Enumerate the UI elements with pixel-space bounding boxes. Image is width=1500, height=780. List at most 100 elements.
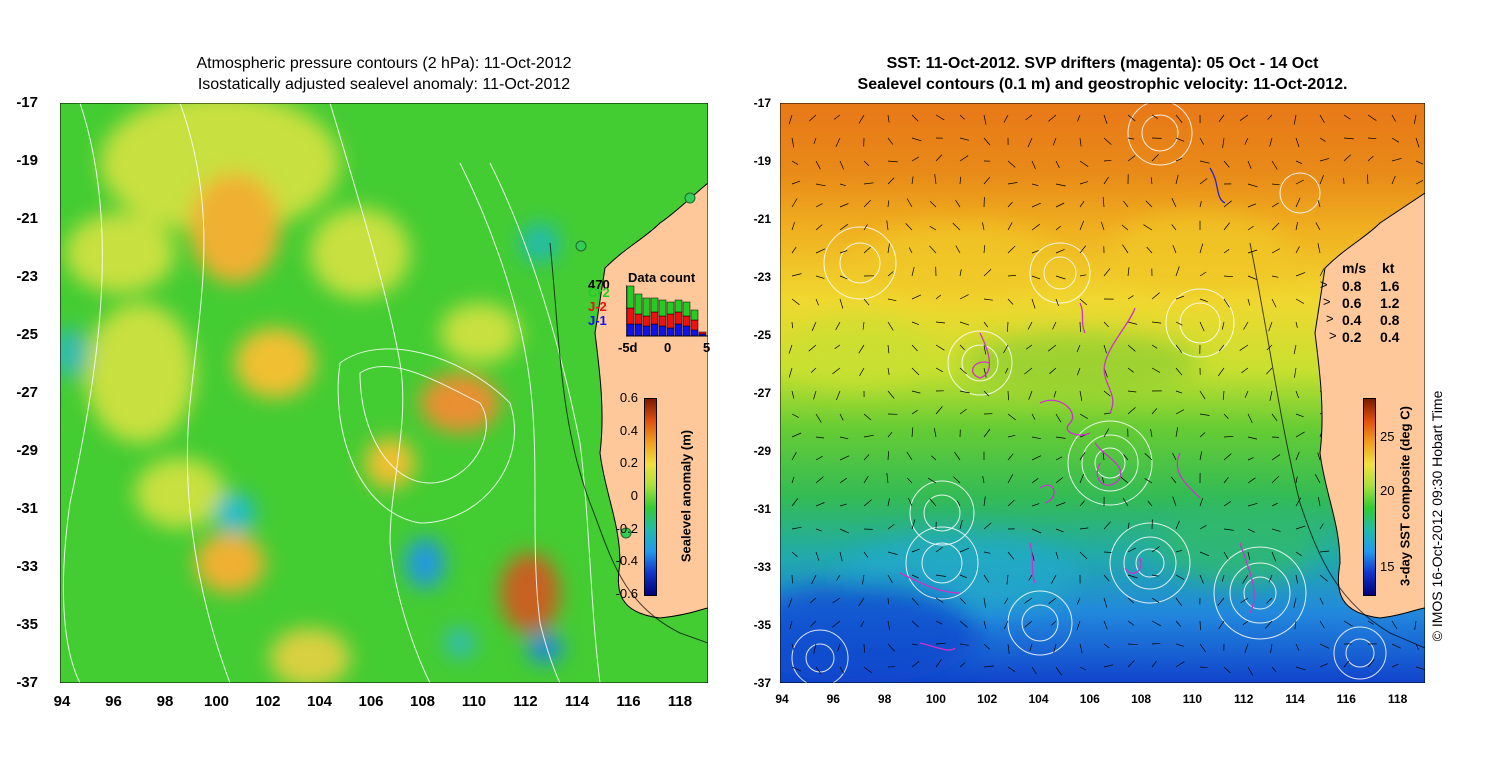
velocity-vector bbox=[839, 298, 844, 309]
velocity-vector bbox=[839, 436, 849, 440]
velocity-vector bbox=[1415, 137, 1420, 148]
velocity-vector bbox=[839, 203, 849, 208]
histogram-tick-minus5d: -5d bbox=[618, 340, 638, 355]
velocity-vector bbox=[1007, 499, 1015, 507]
velocity-vector bbox=[1053, 643, 1057, 653]
velocity-vector bbox=[863, 499, 872, 507]
left-lon-tick: 98 bbox=[156, 693, 174, 710]
histogram-bar bbox=[682, 315, 691, 327]
velocity-vector bbox=[911, 156, 919, 162]
velocity-vector bbox=[959, 367, 967, 375]
legend-series-j1: J-1 bbox=[588, 313, 607, 328]
velocity-arrow-icon: > bbox=[1320, 277, 1328, 292]
velocity-vector bbox=[862, 574, 865, 585]
velocity-vector bbox=[1199, 413, 1210, 416]
velocity-vector bbox=[887, 321, 894, 331]
velocity-vector bbox=[1103, 137, 1112, 145]
velocity-vector bbox=[1175, 174, 1179, 185]
velocity-vector bbox=[839, 503, 847, 507]
left-lon-tick: 94 bbox=[53, 693, 71, 710]
velocity-kt-value: 0.8 bbox=[1380, 312, 1400, 328]
velocity-vector bbox=[1103, 390, 1111, 397]
velocity-vector bbox=[1151, 546, 1161, 553]
velocity-vector bbox=[887, 620, 891, 631]
velocity-vector bbox=[815, 528, 822, 532]
velocity-vector bbox=[1223, 298, 1230, 308]
histogram-bar bbox=[690, 309, 699, 321]
velocity-vector bbox=[1199, 551, 1210, 557]
velocity-vector bbox=[959, 294, 969, 300]
velocity-vector bbox=[1171, 476, 1177, 484]
velocity-vector bbox=[1175, 295, 1185, 300]
sealevel-colorbar-tick: 0.2 bbox=[619, 455, 638, 471]
velocity-vector bbox=[1268, 321, 1273, 332]
velocity-vector bbox=[1151, 597, 1160, 603]
velocity-vector bbox=[935, 344, 945, 351]
velocity-vector bbox=[1031, 503, 1040, 507]
velocity-vector bbox=[983, 496, 986, 507]
velocity-vector bbox=[1367, 114, 1377, 121]
velocity-vector bbox=[1122, 497, 1129, 507]
velocity-vector bbox=[811, 574, 817, 584]
velocity-vector bbox=[1269, 137, 1273, 147]
velocity-vector bbox=[935, 321, 946, 324]
velocity-vector bbox=[1270, 643, 1273, 654]
velocity-vector bbox=[835, 321, 841, 330]
velocity-vector bbox=[1319, 137, 1326, 142]
velocity-vector bbox=[983, 176, 991, 185]
velocity-vector bbox=[1343, 660, 1350, 668]
velocity-vector bbox=[1295, 643, 1300, 651]
velocity-vector bbox=[1007, 413, 1017, 421]
velocity-vector bbox=[1247, 183, 1258, 188]
velocity-vector bbox=[1295, 574, 1298, 584]
right-lat-tick: -27 bbox=[753, 386, 771, 400]
velocity-vector bbox=[1051, 620, 1057, 626]
velocity-vector bbox=[858, 344, 865, 354]
velocity-vector bbox=[858, 114, 865, 124]
velocity-vector bbox=[887, 498, 890, 507]
right-lon-tick: 100 bbox=[925, 692, 946, 706]
velocity-vector bbox=[959, 643, 969, 646]
sst-color-scale bbox=[1363, 398, 1376, 596]
velocity-vector bbox=[1295, 160, 1303, 165]
left-title-line2: Isostatically adjusted sealevel anomaly:… bbox=[197, 76, 571, 93]
velocity-vector bbox=[1414, 620, 1417, 631]
velocity-vector bbox=[1199, 620, 1201, 631]
velocity-vector bbox=[815, 275, 825, 279]
velocity-vector bbox=[1222, 137, 1225, 148]
velocity-vector bbox=[1239, 114, 1249, 121]
velocity-vector bbox=[1391, 175, 1396, 185]
legend-series-j2: J-2 bbox=[588, 299, 607, 314]
velocity-vector bbox=[839, 528, 849, 534]
velocity-vector bbox=[1127, 344, 1136, 352]
velocity-vector bbox=[983, 643, 990, 650]
velocity-kt-value: 1.6 bbox=[1380, 278, 1400, 294]
velocity-vector bbox=[887, 431, 893, 438]
histogram-bar bbox=[650, 311, 659, 325]
velocity-vector bbox=[983, 344, 987, 355]
velocity-vector bbox=[1217, 597, 1225, 606]
legend-series-cr2: Cr2 bbox=[588, 285, 610, 300]
velocity-vector bbox=[1199, 271, 1207, 277]
histogram-tick-0: 0 bbox=[664, 340, 672, 355]
velocity-vector bbox=[959, 114, 965, 120]
velocity-vector bbox=[1295, 222, 1298, 231]
velocity-vector bbox=[1147, 500, 1153, 507]
velocity-vector bbox=[1175, 321, 1183, 326]
velocity-vector bbox=[935, 367, 943, 373]
velocity-vector bbox=[839, 223, 849, 231]
histogram-bar bbox=[650, 297, 659, 313]
velocity-vector bbox=[983, 551, 991, 554]
right-lon-tick: 106 bbox=[1079, 692, 1100, 706]
velocity-vector bbox=[1247, 275, 1257, 280]
velocity-vector bbox=[791, 273, 802, 277]
velocity-vector bbox=[1004, 367, 1009, 374]
velocity-vector bbox=[1317, 452, 1321, 461]
velocity-vector bbox=[1079, 245, 1087, 254]
velocity-vector bbox=[791, 137, 795, 148]
velocity-vector bbox=[791, 198, 798, 208]
velocity-vector bbox=[815, 203, 823, 208]
velocity-vector bbox=[1079, 181, 1089, 185]
velocity-vector bbox=[1027, 321, 1033, 330]
velocity-header-ms: m/s bbox=[1342, 260, 1367, 276]
